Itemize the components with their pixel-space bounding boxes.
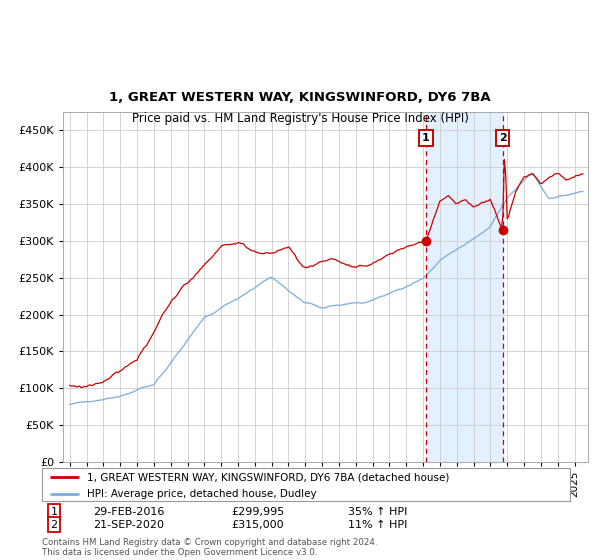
Text: 1: 1 <box>50 507 58 517</box>
Text: Price paid vs. HM Land Registry's House Price Index (HPI): Price paid vs. HM Land Registry's House … <box>131 112 469 125</box>
Text: HPI: Average price, detached house, Dudley: HPI: Average price, detached house, Dudl… <box>87 489 317 499</box>
Text: 1, GREAT WESTERN WAY, KINGSWINFORD, DY6 7BA (detached house): 1, GREAT WESTERN WAY, KINGSWINFORD, DY6 … <box>87 472 449 482</box>
Text: 1, GREAT WESTERN WAY, KINGSWINFORD, DY6 7BA: 1, GREAT WESTERN WAY, KINGSWINFORD, DY6 … <box>109 91 491 104</box>
Text: 1: 1 <box>422 133 430 143</box>
Text: 21-SEP-2020: 21-SEP-2020 <box>93 520 164 530</box>
Text: 11% ↑ HPI: 11% ↑ HPI <box>348 520 407 530</box>
Bar <box>426 112 503 462</box>
Text: £299,995: £299,995 <box>231 507 284 517</box>
Text: £315,000: £315,000 <box>231 520 284 530</box>
Text: Contains HM Land Registry data © Crown copyright and database right 2024.
This d: Contains HM Land Registry data © Crown c… <box>42 538 377 557</box>
Text: 35% ↑ HPI: 35% ↑ HPI <box>348 507 407 517</box>
Text: 2: 2 <box>499 133 506 143</box>
Text: 29-FEB-2016: 29-FEB-2016 <box>93 507 164 517</box>
Text: 2: 2 <box>50 520 58 530</box>
